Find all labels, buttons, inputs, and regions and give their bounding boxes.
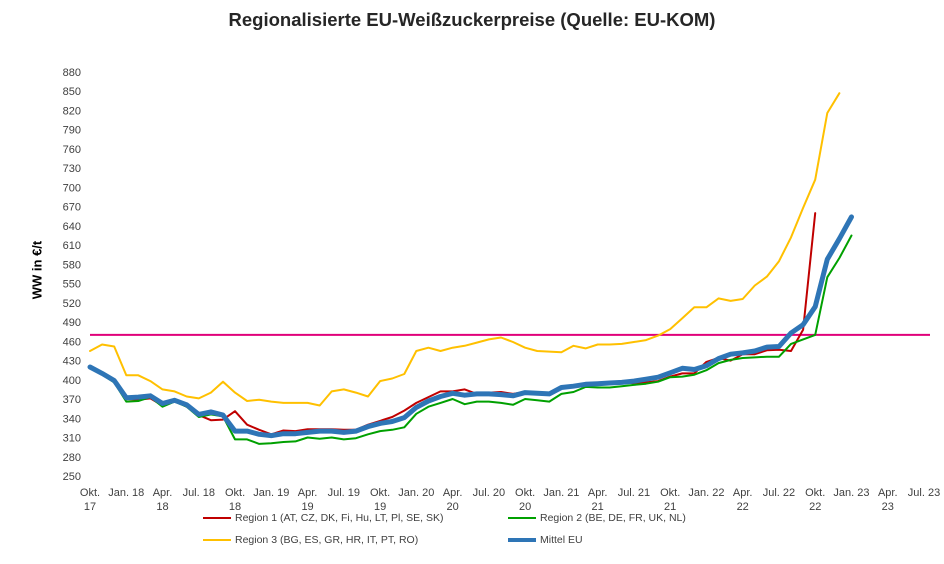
y-tick-label: 580	[63, 259, 81, 271]
y-tick-label: 370	[63, 394, 81, 406]
x-tick-label: Jul. 20	[473, 487, 505, 499]
y-tick-label: 430	[63, 356, 81, 368]
y-tick-label: 340	[63, 413, 81, 425]
y-tick-label: 310	[63, 433, 81, 445]
x-tick-label: Apr.	[153, 487, 173, 499]
legend-swatch-region-3	[203, 539, 231, 541]
x-tick-label-year: 17	[84, 501, 96, 513]
y-tick-label: 400	[63, 375, 81, 387]
y-tick-label: 640	[63, 221, 81, 233]
x-tick-label: Jan. 18	[108, 487, 144, 499]
x-tick-label-year: 19	[301, 501, 313, 513]
y-tick-label: 760	[63, 144, 81, 156]
x-tick-label: Jan. 21	[543, 487, 579, 499]
series-line-region-1	[89, 212, 817, 436]
series-line-region-3	[89, 92, 841, 407]
y-tick-label: 280	[63, 452, 81, 464]
x-axis: Okt. 17 Jan. 18 Apr. 18 Jul. 18 Okt. 18 Jan. 19 A…	[80, 487, 940, 513]
x-tick-label-year: 22	[737, 501, 749, 513]
y-tick-label: 730	[63, 163, 81, 175]
x-tick-label: Apr.	[733, 487, 753, 499]
x-tick-label: Jul. 23	[908, 487, 940, 499]
x-tick-label: Apr.	[298, 487, 318, 499]
y-tick-label: 520	[63, 298, 81, 310]
x-tick-label-year: 21	[664, 501, 676, 513]
series-line-mittel-eu	[87, 214, 854, 439]
y-tick-label: 790	[63, 125, 81, 137]
y-tick-label: 880	[63, 67, 81, 79]
legend-item-region-1: Region 1 (AT, CZ, DK, Fi, Hu, LT, Pl, SE…	[203, 512, 444, 524]
x-tick-label: Jul. 22	[763, 487, 795, 499]
x-tick-label: Jan. 22	[688, 487, 724, 499]
x-tick-label-year: 22	[809, 501, 821, 513]
series-group	[87, 92, 854, 445]
x-tick-label-year: 21	[592, 501, 604, 513]
legend-label-region-2: Region 2 (BE, DE, FR, UK, NL)	[540, 512, 686, 524]
legend-label-region-1: Region 1 (AT, CZ, DK, Fi, Hu, LT, Pl, SE…	[235, 512, 444, 524]
y-tick-label: 700	[63, 182, 81, 194]
x-tick-label: Okt.	[80, 487, 100, 499]
x-tick-label: Jan. 23	[833, 487, 869, 499]
legend-swatch-mittel-eu	[508, 538, 536, 542]
x-tick-label: Okt.	[660, 487, 680, 499]
y-tick-label: 460	[63, 336, 81, 348]
x-tick-label: Jul. 19	[328, 487, 360, 499]
y-tick-label: 670	[63, 202, 81, 214]
legend-item-region-2: Region 2 (BE, DE, FR, UK, NL)	[508, 512, 686, 524]
y-axis: 250 280 310 340 370 400 430 460 490 520 550 580 610 6…	[63, 67, 81, 483]
y-tick-label: 550	[63, 279, 81, 291]
x-tick-label-year: 20	[519, 501, 531, 513]
x-tick-label: Jul. 18	[183, 487, 215, 499]
x-tick-label-year: 20	[446, 501, 458, 513]
x-tick-label: Apr.	[588, 487, 608, 499]
x-tick-label: Okt.	[225, 487, 245, 499]
x-tick-label: Jul. 21	[618, 487, 650, 499]
x-tick-label: Jan. 20	[398, 487, 434, 499]
legend-label-mittel-eu: Mittel EU	[540, 534, 583, 546]
x-tick-label-year: 23	[882, 501, 894, 513]
y-tick-label: 490	[63, 317, 81, 329]
x-tick-label: Okt.	[370, 487, 390, 499]
y-tick-label: 610	[63, 240, 81, 252]
legend-item-region-3: Region 3 (BG, ES, GR, HR, IT, PT, RO)	[203, 534, 418, 546]
legend-item-mittel-eu: Mittel EU	[508, 534, 583, 546]
chart-title: Regionalisierte EU-Weißzuckerpreise (Que…	[228, 9, 716, 30]
x-tick-label: Jan. 19	[253, 487, 289, 499]
y-tick-label: 820	[63, 105, 81, 117]
legend-swatch-region-2	[508, 517, 536, 519]
y-tick-label: 850	[63, 86, 81, 98]
legend-swatch-region-1	[203, 517, 231, 519]
x-tick-label-year: 18	[229, 501, 241, 513]
x-tick-label: Okt.	[515, 487, 535, 499]
y-tick-label: 250	[63, 471, 81, 483]
x-tick-label-year: 19	[374, 501, 386, 513]
x-tick-label: Okt.	[805, 487, 825, 499]
x-tick-label: Apr.	[443, 487, 463, 499]
x-tick-label-year: 18	[156, 501, 168, 513]
x-tick-label: Apr.	[878, 487, 898, 499]
legend-label-region-3: Region 3 (BG, ES, GR, HR, IT, PT, RO)	[235, 534, 419, 546]
